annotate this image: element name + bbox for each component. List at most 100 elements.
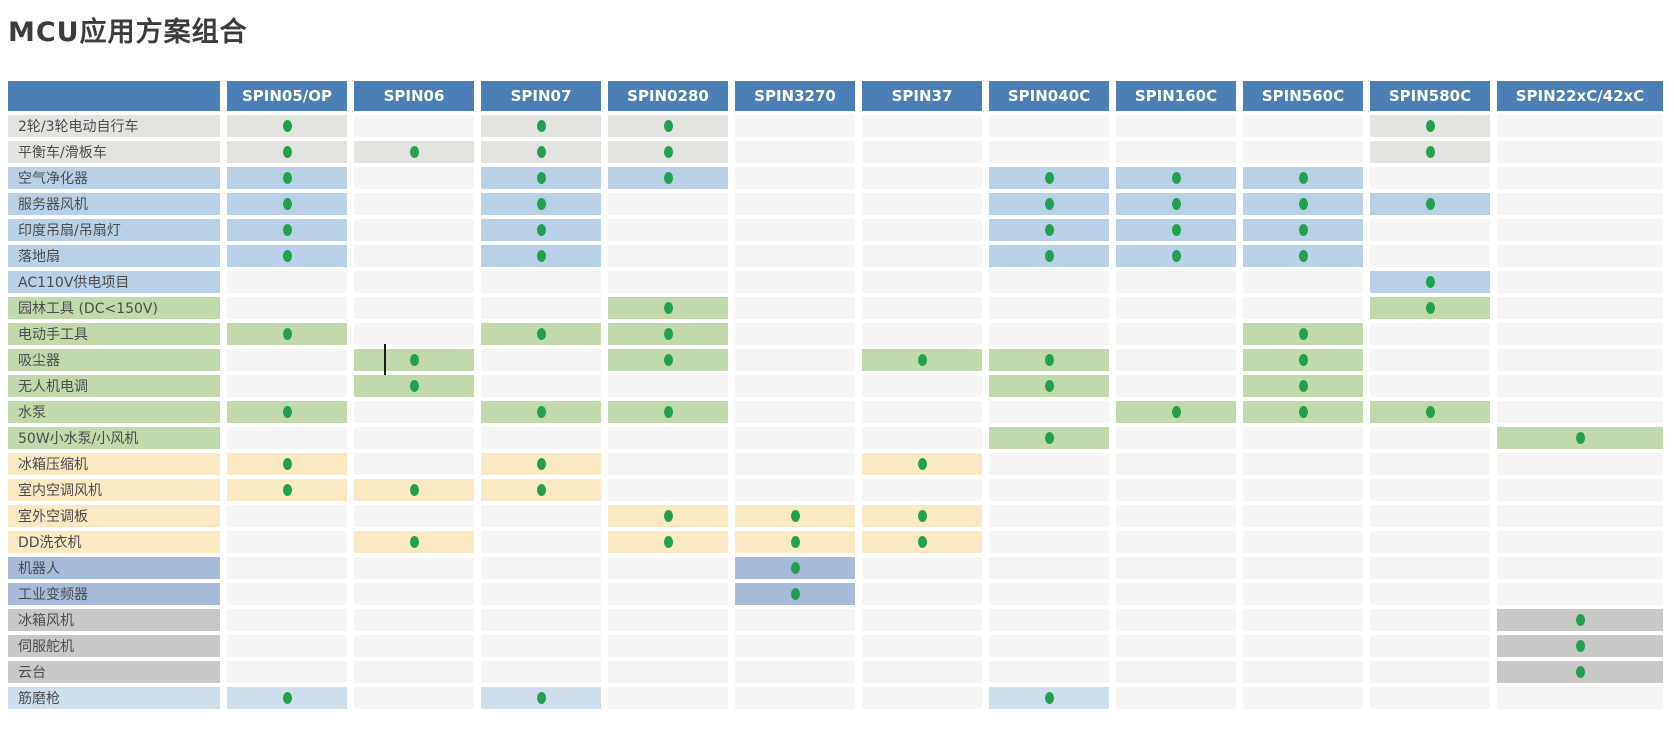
matrix-cell bbox=[989, 219, 1109, 241]
matrix-cell bbox=[481, 479, 601, 501]
matrix-cell bbox=[862, 193, 982, 215]
support-dot bbox=[409, 146, 419, 158]
matrix-cell bbox=[735, 687, 855, 709]
matrix-cell bbox=[481, 375, 601, 397]
matrix-cell bbox=[735, 349, 855, 371]
matrix-cell bbox=[989, 297, 1109, 319]
support-dot bbox=[1044, 172, 1054, 184]
support-dot bbox=[536, 328, 546, 340]
matrix-cell bbox=[481, 245, 601, 267]
support-dot bbox=[1171, 172, 1181, 184]
matrix-cell bbox=[1243, 167, 1363, 189]
row-label: 室内空调风机 bbox=[8, 479, 220, 501]
matrix-cell bbox=[608, 687, 728, 709]
support-dot bbox=[409, 380, 419, 392]
matrix-cell bbox=[989, 375, 1109, 397]
matrix-cell bbox=[862, 349, 982, 371]
matrix-cell bbox=[608, 375, 728, 397]
matrix-cell bbox=[1243, 323, 1363, 345]
matrix-cell bbox=[1243, 245, 1363, 267]
matrix-cell bbox=[227, 531, 347, 553]
matrix-cell bbox=[1243, 219, 1363, 241]
matrix-cell bbox=[989, 635, 1109, 657]
matrix-cell bbox=[1243, 583, 1363, 605]
matrix-cell bbox=[481, 323, 601, 345]
matrix-cell bbox=[354, 557, 474, 579]
matrix-cell bbox=[227, 375, 347, 397]
matrix-cell bbox=[735, 479, 855, 501]
column-header: SPIN3270 bbox=[735, 81, 855, 111]
matrix-cell bbox=[862, 115, 982, 137]
column-header: SPIN22xC/42xC bbox=[1497, 81, 1663, 111]
matrix-cell bbox=[1497, 557, 1663, 579]
matrix-cell bbox=[227, 479, 347, 501]
support-dot bbox=[1298, 198, 1308, 210]
support-dot bbox=[282, 250, 292, 262]
matrix-cell bbox=[1370, 401, 1490, 423]
row-label: 机器人 bbox=[8, 557, 220, 579]
matrix-cell bbox=[735, 557, 855, 579]
matrix-cell bbox=[1116, 479, 1236, 501]
matrix-cell bbox=[227, 609, 347, 631]
matrix-cell bbox=[608, 245, 728, 267]
row-label: 服务器风机 bbox=[8, 193, 220, 215]
support-dot bbox=[1575, 432, 1585, 444]
support-dot bbox=[282, 224, 292, 236]
matrix-cell bbox=[1243, 635, 1363, 657]
support-dot bbox=[1171, 406, 1181, 418]
page-title: MCU应用方案组合 bbox=[8, 17, 248, 48]
support-dot bbox=[1298, 328, 1308, 340]
matrix-cell bbox=[481, 297, 601, 319]
matrix-cell bbox=[989, 349, 1109, 371]
matrix-cell bbox=[989, 557, 1109, 579]
matrix-cell bbox=[1243, 531, 1363, 553]
support-dot bbox=[663, 172, 673, 184]
support-dot bbox=[1298, 380, 1308, 392]
matrix-cell bbox=[1116, 219, 1236, 241]
matrix-cell bbox=[481, 141, 601, 163]
matrix-cell bbox=[1116, 193, 1236, 215]
matrix-cell bbox=[354, 531, 474, 553]
matrix-cell bbox=[1116, 375, 1236, 397]
matrix-cell bbox=[227, 115, 347, 137]
support-dot bbox=[790, 562, 800, 574]
matrix-cell bbox=[1243, 427, 1363, 449]
matrix-cell bbox=[735, 193, 855, 215]
row-label: DD洗衣机 bbox=[8, 531, 220, 553]
matrix-cell bbox=[1497, 661, 1663, 683]
matrix-cell bbox=[608, 531, 728, 553]
matrix-cell bbox=[227, 297, 347, 319]
support-dot bbox=[282, 692, 292, 704]
matrix-cell bbox=[989, 427, 1109, 449]
matrix-cell bbox=[989, 245, 1109, 267]
support-dot bbox=[1044, 250, 1054, 262]
matrix-cell bbox=[989, 661, 1109, 683]
matrix-cell bbox=[354, 687, 474, 709]
row-label: 电动手工具 bbox=[8, 323, 220, 345]
matrix-cell bbox=[1497, 271, 1663, 293]
matrix-cell bbox=[1497, 349, 1663, 371]
column-header: SPIN040C bbox=[989, 81, 1109, 111]
row-label: 落地扇 bbox=[8, 245, 220, 267]
matrix-cell bbox=[481, 349, 601, 371]
matrix-cell bbox=[608, 635, 728, 657]
matrix-cell bbox=[481, 635, 601, 657]
matrix-cell bbox=[989, 141, 1109, 163]
matrix-cell bbox=[989, 687, 1109, 709]
matrix-cell bbox=[354, 219, 474, 241]
matrix-cell bbox=[735, 323, 855, 345]
matrix-cell bbox=[481, 583, 601, 605]
matrix-cell bbox=[862, 557, 982, 579]
support-dot bbox=[663, 510, 673, 522]
matrix-cell bbox=[354, 635, 474, 657]
matrix-cell bbox=[1370, 687, 1490, 709]
matrix-cell bbox=[227, 661, 347, 683]
matrix-cell bbox=[1497, 609, 1663, 631]
matrix-cell bbox=[1116, 557, 1236, 579]
matrix-cell bbox=[608, 401, 728, 423]
matrix-cell bbox=[735, 401, 855, 423]
support-dot bbox=[917, 458, 927, 470]
matrix-cell bbox=[862, 427, 982, 449]
matrix-cell bbox=[1370, 479, 1490, 501]
matrix-cell bbox=[227, 505, 347, 527]
